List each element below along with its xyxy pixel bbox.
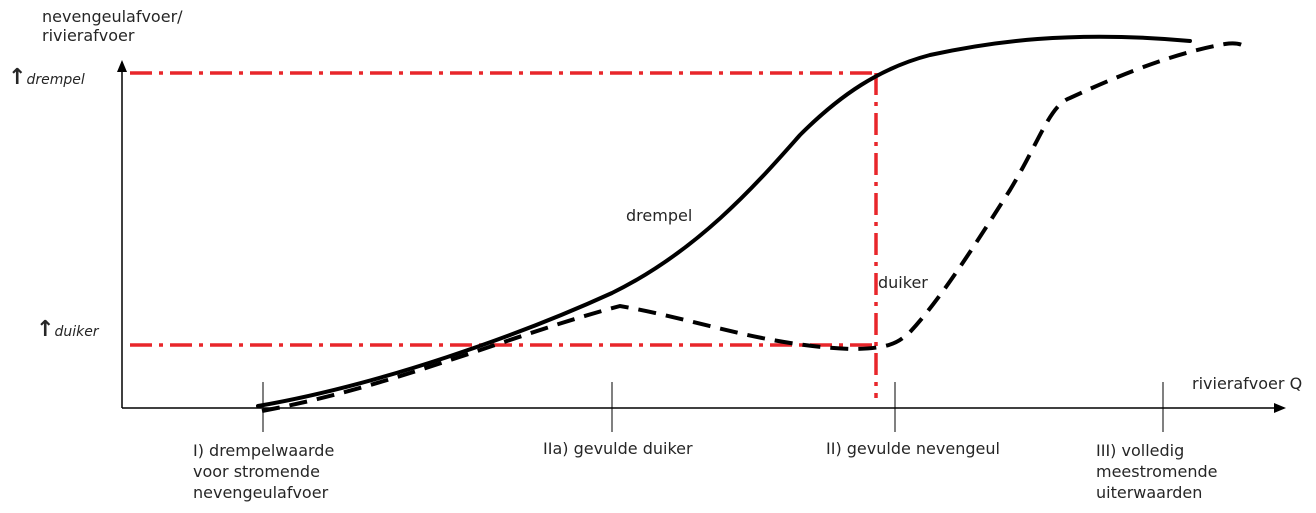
- stage-label-1-line-2: voor stromende: [193, 462, 320, 481]
- stage-label-1-line-3: nevengeulafvoer: [193, 483, 329, 502]
- stage-label-4-line-2: meestromende: [1096, 462, 1218, 481]
- drempel-marker-arrow: ↑: [8, 65, 27, 90]
- drempel-curve-label: drempel: [626, 206, 693, 225]
- stage-label-3-line-1: II) gevulde nevengeul: [826, 439, 1000, 458]
- stage-label-4-line-1: III) volledig: [1096, 441, 1185, 460]
- stage-label-1-line-1: I) drempelwaarde: [193, 441, 335, 460]
- duiker-curve: [261, 41, 1250, 413]
- stage-label-4-line-3: uiterwaarden: [1096, 483, 1203, 502]
- stage-label-3: II) gevulde nevengeul: [826, 438, 1000, 459]
- duiker-curve-label: duiker: [878, 273, 928, 292]
- duiker-marker: ↑duiker: [36, 317, 99, 342]
- stage-label-2-line-1: IIa) gevulde duiker: [543, 439, 693, 458]
- duiker-marker-sub: duiker: [54, 324, 99, 340]
- x-axis-label: rivierafvoer Q: [1192, 374, 1303, 393]
- drempel-curve: [256, 34, 1192, 408]
- y-axis-label-line-1: nevengeulafvoer/: [42, 7, 183, 26]
- duiker-marker-arrow: ↑: [36, 317, 55, 342]
- y-axis-label-line-2: rivierafvoer: [42, 26, 135, 45]
- stage-label-4: III) volledig meestromende uiterwaarden: [1096, 440, 1217, 503]
- drempel-marker: ↑drempel: [8, 65, 85, 90]
- y-axis-label: nevengeulafvoer/ rivierafvoer: [42, 7, 183, 45]
- drempel-marker-sub: drempel: [26, 72, 85, 88]
- stage-label-1: I) drempelwaarde voor stromende nevengeu…: [193, 440, 334, 503]
- stage-label-2: IIa) gevulde duiker: [543, 438, 693, 459]
